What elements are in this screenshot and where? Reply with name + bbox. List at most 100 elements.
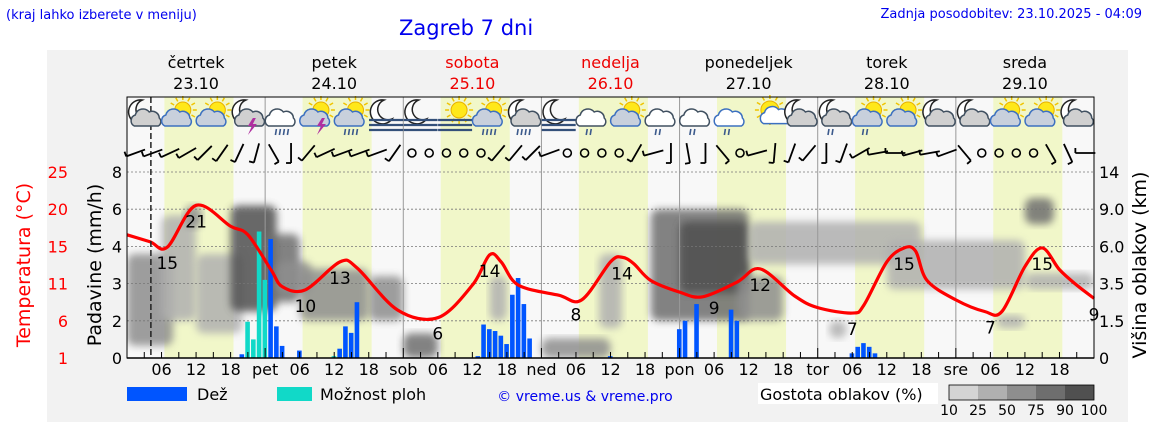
- rain-drop: [489, 128, 493, 136]
- sun-ray: [881, 102, 887, 106]
- wind-barb-icon: [665, 143, 672, 164]
- cloud-shape: [575, 108, 607, 127]
- sun-cloud-rain-icon: [471, 96, 508, 136]
- rain-bar: [343, 326, 348, 358]
- axes: 06 12 18 pet 06 12 18 sob 06 12 18 ned 06 12 18 pon 06 12…: [48, 96, 1124, 379]
- moon-cloud-drizzle-icon: [818, 99, 853, 136]
- rain-bar: [694, 304, 699, 358]
- rain-bar: [676, 329, 682, 358]
- rain-drop: [865, 128, 869, 136]
- wind-calm-icon: [994, 148, 1004, 158]
- location-menu-hint[interactable]: (kraj lahko izberete v meniju): [6, 8, 197, 23]
- sun-ray: [1019, 114, 1025, 118]
- wind-calm-icon: [735, 148, 745, 158]
- wind-staff: [787, 143, 797, 163]
- showers-bar: [256, 231, 262, 358]
- sun-ray: [467, 114, 472, 118]
- sun-cloud-icon: [609, 96, 646, 127]
- day-date: 23.10: [173, 74, 219, 93]
- x-hour-label: 06: [842, 360, 862, 379]
- rain-drop: [343, 128, 347, 136]
- cloud-shape: [989, 108, 1021, 127]
- sun-cloud-rain-icon: [333, 96, 370, 136]
- rain-bar: [682, 320, 688, 358]
- wind-barb-icon: [286, 143, 292, 164]
- sun-ray: [865, 97, 870, 102]
- cloud-drizzle-icon: [575, 108, 607, 136]
- wind-staff: [143, 148, 163, 158]
- x-hour-label: 18: [773, 360, 793, 379]
- wind-feather: [504, 156, 510, 162]
- wind-calm-icon: [976, 148, 987, 158]
- sun-cloud-icon: [886, 96, 923, 127]
- sun-ray: [446, 102, 451, 106]
- lightning: [316, 118, 326, 135]
- sun-cloud-icon: [1024, 96, 1061, 127]
- wind-feather: [384, 157, 390, 162]
- sun-ray: [467, 102, 472, 106]
- temperature-label: 7: [847, 320, 858, 340]
- sun-ray: [1004, 97, 1008, 102]
- copyright-link[interactable]: © vreme.us & vreme.pro: [497, 389, 672, 405]
- rain-axis-title: Padavine (mm/h): [84, 184, 106, 347]
- sun-ray: [175, 97, 179, 102]
- wind-staff: [178, 147, 197, 159]
- rain-bar: [279, 345, 285, 358]
- cloud-height-tick: 1.5: [1099, 312, 1124, 331]
- wind-barbs: [123, 142, 1096, 165]
- wind-barb-icon: [783, 143, 797, 164]
- wind-feather: [175, 153, 180, 159]
- x-hour-label: 18: [359, 360, 379, 379]
- moon-cloud-icon: [784, 99, 818, 127]
- cloud-height-tick: 0: [1099, 349, 1109, 368]
- last-updated-label: Zadnja posodobitev:: [880, 7, 1013, 22]
- moon-cloud-thunder-icon: [231, 99, 266, 135]
- wind-barb-icon: [798, 144, 817, 162]
- cloud-patch: [996, 315, 1025, 329]
- sun-ray: [204, 102, 210, 106]
- sun-ray: [861, 102, 866, 106]
- cloud-shape: [510, 108, 542, 127]
- wind-barb-icon: [123, 148, 146, 158]
- wind-barb-icon: [1045, 143, 1057, 165]
- wind-calm-icon: [1011, 148, 1022, 158]
- density-tick: 100: [1081, 403, 1108, 419]
- sun-ray: [209, 97, 213, 102]
- x-day-label: tor: [806, 360, 829, 379]
- cloud-shape: [471, 108, 503, 127]
- x-day-label: pon: [665, 360, 695, 379]
- temperature-label: 15: [156, 254, 178, 274]
- day-name: petek: [312, 53, 358, 72]
- temperature-tick: 15: [48, 237, 68, 256]
- sun-cloud-thunder-icon: [299, 96, 335, 135]
- wind-barb-icon: [297, 144, 316, 162]
- wind-barb-icon: [384, 144, 402, 162]
- density-tick: 25: [969, 403, 987, 419]
- x-day-label: pet: [252, 360, 278, 379]
- temperature-axis-title: Temperatura (°C): [13, 183, 35, 348]
- rain-drop: [723, 128, 727, 136]
- sun-fog-icon: [438, 96, 474, 132]
- wind-barb-icon: [140, 148, 163, 158]
- sun-ray: [463, 97, 467, 102]
- wind-feather: [848, 153, 854, 159]
- cloud-shape: [195, 108, 227, 127]
- colorbar-frame: [948, 384, 1095, 401]
- moon-cloud-icon: [956, 99, 991, 127]
- day-date: 24.10: [311, 74, 357, 93]
- wind-feather: [724, 159, 730, 165]
- wind-staff: [491, 144, 506, 162]
- wind-staff: [234, 143, 245, 163]
- sun-ray: [916, 102, 921, 106]
- wind-calm-icon: [614, 148, 624, 158]
- x-day-label: sre: [944, 360, 968, 379]
- cloud-height-axis-title: Višina oblakov (km): [1129, 172, 1151, 359]
- wind-calm-icon: [1028, 148, 1039, 158]
- x-hour-label: 06: [566, 360, 586, 379]
- rain-bar: [521, 304, 527, 358]
- rain-drop: [524, 128, 527, 136]
- rain-drop: [493, 128, 497, 136]
- temperature-tick: 6: [58, 312, 68, 331]
- cloud-rain-icon: [264, 108, 296, 136]
- sun-ray: [481, 102, 486, 106]
